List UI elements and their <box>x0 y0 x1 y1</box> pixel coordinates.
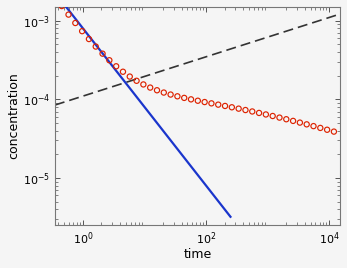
Point <box>100 51 105 56</box>
Point <box>73 21 78 25</box>
Point <box>249 109 255 114</box>
Point <box>86 37 92 41</box>
Y-axis label: concentration: concentration <box>7 73 20 159</box>
Point <box>127 75 133 79</box>
Point <box>113 64 119 68</box>
Point <box>161 90 167 95</box>
Point <box>195 99 201 103</box>
Point <box>270 114 276 118</box>
Point <box>256 111 262 115</box>
Point <box>141 82 146 87</box>
Point <box>277 116 282 120</box>
Point <box>304 122 310 126</box>
Point <box>209 101 214 106</box>
Point <box>290 119 296 123</box>
Point <box>147 85 153 90</box>
Point <box>107 58 112 62</box>
Point <box>229 105 235 109</box>
Point <box>93 44 99 49</box>
Point <box>311 124 316 128</box>
Point <box>181 96 187 100</box>
Point <box>79 29 85 33</box>
Point <box>243 108 248 112</box>
Point <box>59 4 65 8</box>
Point <box>263 112 269 117</box>
Point <box>154 88 160 92</box>
Point <box>283 117 289 121</box>
Point <box>318 126 323 130</box>
Point <box>222 104 228 108</box>
Point <box>175 94 180 98</box>
X-axis label: time: time <box>183 248 212 261</box>
Point <box>236 106 242 111</box>
Point <box>215 102 221 107</box>
Point <box>168 92 174 97</box>
Point <box>66 13 71 17</box>
Point <box>331 129 337 134</box>
Point <box>188 97 194 102</box>
Point <box>120 70 126 74</box>
Point <box>297 120 303 125</box>
Point <box>134 79 139 83</box>
Point <box>202 100 208 104</box>
Point <box>324 128 330 132</box>
